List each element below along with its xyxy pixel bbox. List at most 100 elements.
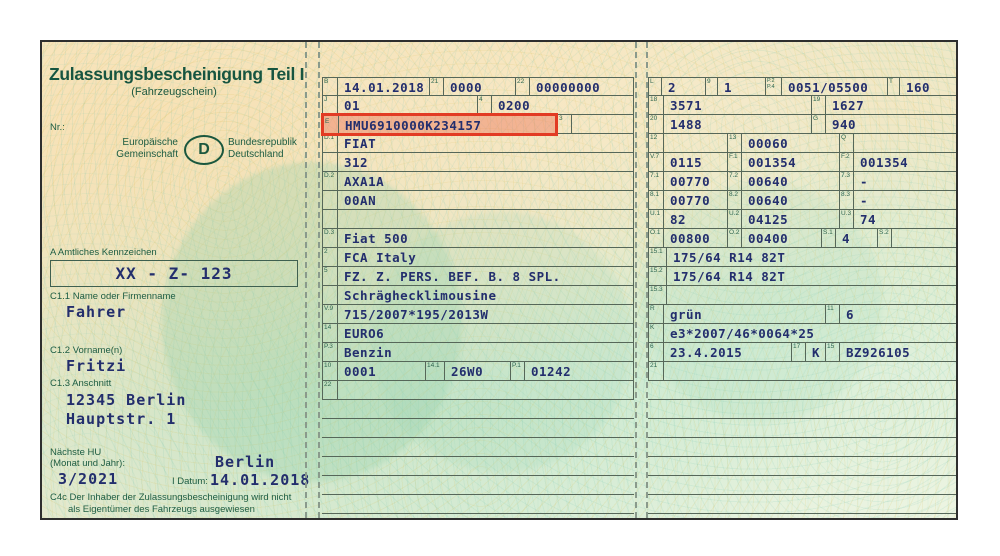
field-label: 12 bbox=[649, 134, 664, 152]
field-value: 3571 bbox=[670, 98, 703, 113]
field-label: D.3 bbox=[323, 229, 338, 247]
field-value: Fiat 500 bbox=[344, 231, 409, 246]
c4c-note: C4c Der Inhaber der Zulassungsbescheinig… bbox=[50, 492, 302, 515]
field-value bbox=[892, 229, 956, 247]
empty-ruled-line bbox=[648, 381, 956, 400]
perforation-line bbox=[646, 42, 648, 518]
empty-ruled-line bbox=[322, 495, 634, 514]
field-row: 312 bbox=[322, 153, 634, 172]
field-label: 9 bbox=[705, 78, 718, 95]
field-label: 21 bbox=[429, 78, 444, 95]
eu-left-2: Gemeinschaft bbox=[116, 149, 178, 160]
field-label: 19 bbox=[811, 96, 826, 114]
field-row: U.1 82 U.2 04125 U.3 74 bbox=[648, 210, 956, 229]
field-row: D.2 AXA1A bbox=[322, 172, 634, 191]
vehicle-data-column: B 14.01.2018 21 0000 22 00000000 J 01 4 0200 E HMU6… bbox=[321, 77, 634, 514]
field-label: P.1 bbox=[510, 362, 525, 380]
c12-value: Fritzi bbox=[66, 357, 127, 375]
field-row: 21 bbox=[648, 362, 956, 381]
field-value: 715/2007*195/2013W bbox=[344, 307, 489, 322]
field-value: 00640 bbox=[748, 193, 789, 208]
field-label: 3 bbox=[557, 115, 572, 133]
field-row: P.3 Benzin bbox=[322, 343, 634, 362]
field-row: 2 FCA Italy bbox=[322, 248, 634, 267]
field-label: U.3 bbox=[839, 210, 854, 228]
field-label bbox=[323, 153, 338, 171]
field-row: 18 3571 19 1627 bbox=[648, 96, 956, 115]
nr-label: Nr.: bbox=[50, 122, 65, 133]
empty-ruled-line bbox=[322, 457, 634, 476]
field-row: 12 13 00060 Q bbox=[648, 134, 956, 153]
field-value: 0051/05500 bbox=[788, 80, 869, 95]
field-label: O.1 bbox=[649, 229, 664, 247]
field-value: e3*2007/46*0064*25 bbox=[670, 326, 815, 341]
perforation-line bbox=[635, 42, 637, 518]
field-value: 00AN bbox=[344, 193, 377, 208]
field-label: 4 bbox=[477, 96, 492, 114]
field-label: 11 bbox=[825, 305, 840, 323]
field-row: D.1 FIAT bbox=[322, 134, 634, 153]
empty-ruled-line bbox=[648, 495, 956, 514]
field-label: 5 bbox=[323, 267, 338, 285]
field-value: 1 bbox=[724, 80, 733, 95]
field-row: L 2 9 1 P.2 P.4 0051/05500 T 160 bbox=[648, 77, 956, 96]
field-value: 0001 bbox=[344, 364, 377, 379]
hu-value: 3/2021 bbox=[58, 470, 119, 488]
field-row bbox=[322, 210, 634, 229]
field-value: FZ. Z. PERS. BEF. B. 8 SPL. bbox=[344, 269, 561, 284]
field-label: E bbox=[324, 116, 339, 133]
field-row: 20 1488 G 940 bbox=[648, 115, 956, 134]
field-label: P.2 P.4 bbox=[765, 78, 782, 95]
empty-ruled-line bbox=[322, 438, 634, 457]
issue-date: 14.01.2018 bbox=[210, 471, 311, 489]
field-label: 20 bbox=[649, 115, 664, 133]
field-row: 00AN bbox=[322, 191, 634, 210]
field-label: 13 bbox=[727, 134, 742, 152]
c11-label: C1.1 Name oder Firmenname bbox=[50, 291, 176, 302]
field-label: 15 bbox=[825, 343, 840, 361]
field-value: 00400 bbox=[748, 231, 789, 246]
eu-left-1: Europäische bbox=[122, 137, 178, 148]
field-row: 15.2 175/64 R14 82T bbox=[648, 267, 956, 286]
field-value: 00800 bbox=[670, 231, 711, 246]
field-value: 00060 bbox=[748, 136, 789, 151]
perforation-line bbox=[305, 42, 307, 518]
date-label: I Datum: bbox=[172, 476, 208, 487]
field-label: F.2 bbox=[839, 153, 854, 171]
c13-value-line2: Hauptstr. 1 bbox=[66, 410, 177, 428]
field-value bbox=[854, 134, 956, 152]
field-label: S.2 bbox=[877, 229, 892, 247]
field-label: 22 bbox=[323, 381, 338, 399]
field-label: D.2 bbox=[323, 172, 338, 190]
field-value bbox=[667, 286, 956, 304]
field-label: 14 bbox=[323, 324, 338, 342]
c13-value-line1: 12345 Berlin bbox=[66, 391, 187, 409]
perforation-line bbox=[318, 42, 320, 518]
field-label: B bbox=[323, 78, 338, 95]
field-label: G bbox=[811, 115, 826, 133]
field-label: 8.2 bbox=[727, 191, 742, 209]
highlighted-field-vin[interactable]: E HMU6910000K234157 bbox=[321, 113, 558, 136]
empty-ruled-line bbox=[322, 476, 634, 495]
field-label bbox=[323, 210, 338, 228]
empty-ruled-line bbox=[648, 400, 956, 419]
field-value: 00770 bbox=[670, 193, 711, 208]
field-label: S.1 bbox=[821, 229, 836, 247]
field-label: 18 bbox=[649, 96, 664, 114]
field-value: Schräghecklimousine bbox=[344, 288, 497, 303]
c13-label: C1.3 Anschnitt bbox=[50, 378, 112, 389]
field-value: HMU6910000K234157 bbox=[345, 118, 482, 133]
field-value: EURO6 bbox=[344, 326, 385, 341]
field-value: Benzin bbox=[344, 345, 393, 360]
field-label: P.3 bbox=[323, 343, 338, 361]
field-label bbox=[323, 191, 338, 209]
plate-label: A Amtliches Kennzeichen bbox=[50, 247, 157, 258]
field-label: 8.1 bbox=[649, 191, 664, 209]
field-value: 00640 bbox=[748, 174, 789, 189]
field-label: 7.3 bbox=[839, 172, 854, 190]
field-value: 26W0 bbox=[451, 364, 484, 379]
c4c-line1: C4c Der Inhaber der Zulassungsbescheinig… bbox=[50, 492, 292, 503]
field-value: 2 bbox=[668, 80, 677, 95]
